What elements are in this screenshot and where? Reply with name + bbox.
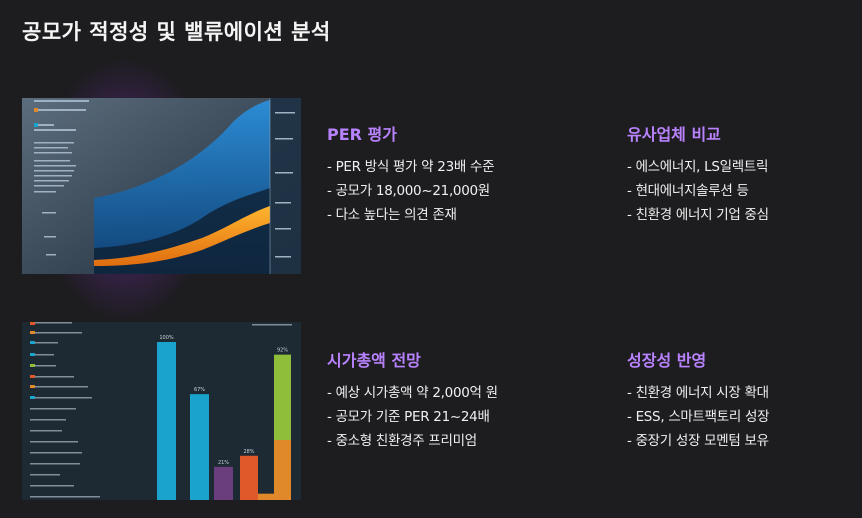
bar-value-label: 92%: [277, 348, 288, 354]
bar-value-label: 67%: [194, 387, 205, 393]
bullet-item: - 다소 높다는 의견 존재: [327, 207, 457, 223]
bullet-item: - ESS, 스마트팩토리 성장: [627, 409, 770, 425]
bar-value-label: 100%: [159, 335, 174, 341]
page-title: 공모가 적정성 및 밸류에이션 분석: [22, 20, 331, 44]
card-heading: PER 평가: [327, 125, 397, 144]
bar-segment-mark: [274, 440, 291, 500]
bullet-item: - 중장기 성장 모멘텀 보유: [627, 433, 769, 449]
bullet-item: - 친환경 에너지 기업 중심: [627, 207, 769, 223]
bullet-item: - 중소형 친환경주 프리미엄: [327, 433, 477, 449]
bar-value-label: 21%: [218, 460, 229, 466]
card-heading: 유사업체 비교: [627, 125, 721, 144]
bar-mark: [258, 493, 274, 500]
bar-value-label: 28%: [243, 449, 254, 455]
bullet-item: - 예상 시가총액 약 2,000억 원: [327, 385, 498, 401]
bar-mark: [157, 342, 176, 500]
bullet-item: - 에스에너지, LS일렉트릭: [627, 159, 769, 175]
bullet-item: - 친환경 에너지 시장 확대: [627, 385, 769, 401]
bar-chart-thumbnail: 100% 67% 21% 28% 92%: [22, 322, 301, 500]
bullet-item: - 공모가 18,000~21,000원: [327, 183, 490, 199]
bar-mark: [190, 394, 209, 500]
bullet-item: - 공모가 기준 PER 21~24배: [327, 409, 490, 425]
card-market-cap-outlook: 시가총액 전망 - 예상 시가총액 약 2,000억 원 - 공모가 기준 PE…: [327, 347, 557, 453]
area-chart-thumbnail: [22, 98, 301, 274]
area-chart-image: [22, 98, 301, 274]
bar-mark: [214, 466, 233, 500]
bullet-item: - PER 방식 평가 약 23배 수준: [327, 159, 495, 175]
card-heading: 성장성 반영: [627, 351, 707, 370]
card-peer-comparison: 유사업체 비교 - 에스에너지, LS일렉트릭 - 현대에너지솔루션 등 - 친…: [627, 121, 857, 227]
card-heading: 시가총액 전망: [327, 351, 421, 370]
bar-mark: [240, 455, 258, 500]
card-per-evaluation: PER 평가 - PER 방식 평가 약 23배 수준 - 공모가 18,000…: [327, 121, 557, 227]
bullet-item: - 현대에너지솔루션 등: [627, 183, 749, 199]
bar-chart-image: 100% 67% 21% 28% 92%: [22, 322, 301, 500]
card-growth-reflection: 성장성 반영 - 친환경 에너지 시장 확대 - ESS, 스마트팩토리 성장 …: [627, 347, 857, 453]
